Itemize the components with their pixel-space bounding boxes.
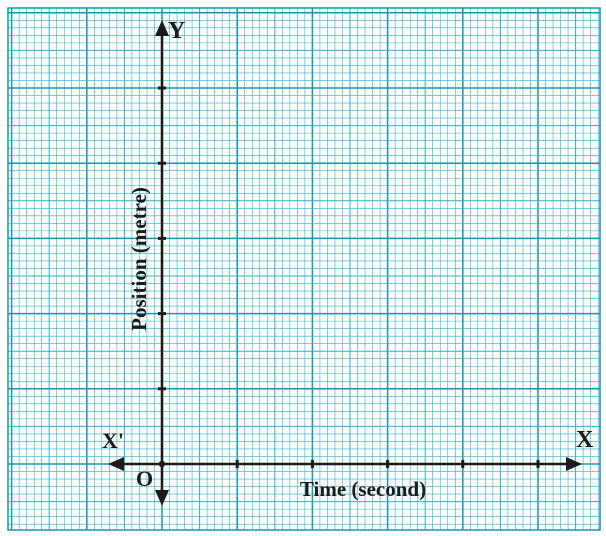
x-axis-letter: X [576, 427, 594, 453]
y-axis-letter: Y [168, 18, 185, 44]
y-axis-arrow-positive [155, 20, 169, 36]
y-axis-title: Position (metre) [127, 187, 151, 331]
y-axis-arrow-negative [155, 490, 169, 506]
axis-ticks [158, 86, 540, 468]
origin-label: O [136, 466, 153, 491]
x-axis-arrow-negative [108, 457, 124, 471]
x-negative-axis-letter: X' [102, 428, 124, 453]
axes [108, 20, 582, 506]
x-axis-title: Time (second) [300, 477, 426, 501]
grid-lines [7, 7, 601, 531]
paper-border [7, 7, 601, 531]
axis-labels: Y X X' O Position (metre) Time (second) [102, 18, 594, 501]
origin-point [158, 460, 166, 468]
x-axis-arrow-positive [566, 457, 582, 471]
